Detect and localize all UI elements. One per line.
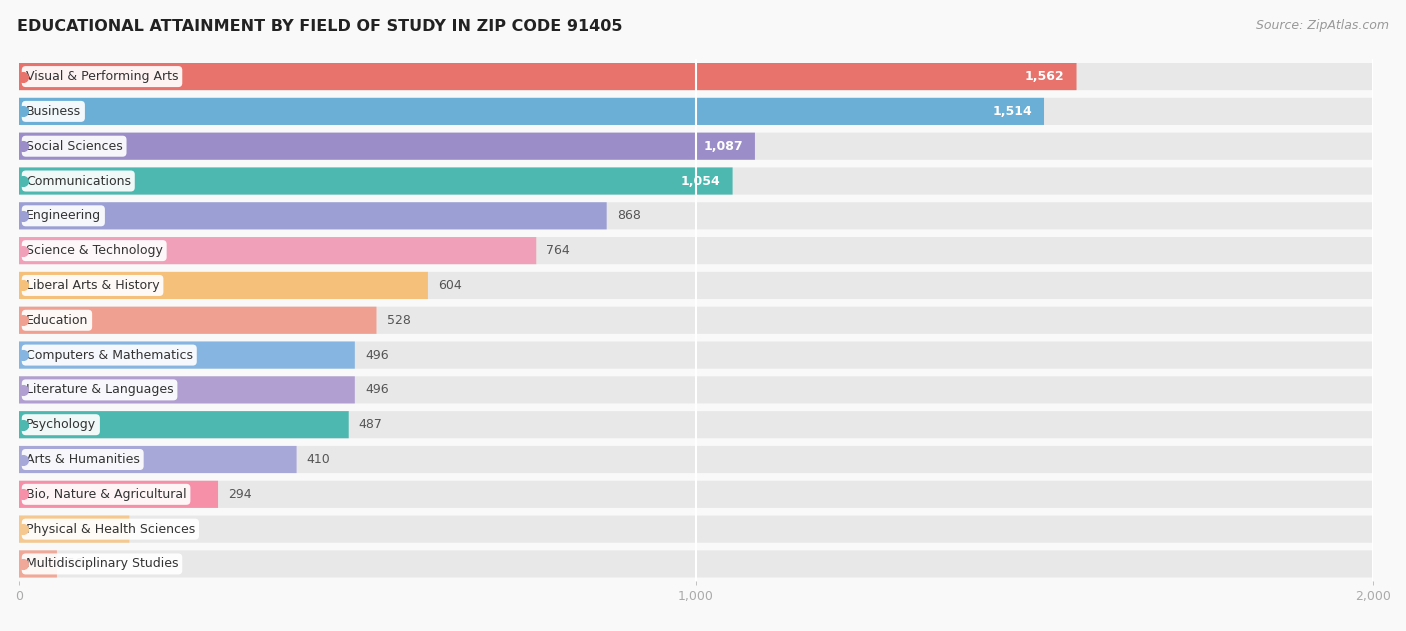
Text: EDUCATIONAL ATTAINMENT BY FIELD OF STUDY IN ZIP CODE 91405: EDUCATIONAL ATTAINMENT BY FIELD OF STUDY…: [17, 19, 623, 34]
Text: Liberal Arts & History: Liberal Arts & History: [25, 279, 159, 292]
FancyBboxPatch shape: [20, 550, 1374, 577]
Text: 56: 56: [67, 557, 83, 570]
Text: 496: 496: [366, 348, 388, 362]
Text: 1,562: 1,562: [1025, 70, 1064, 83]
FancyBboxPatch shape: [20, 481, 1374, 508]
FancyBboxPatch shape: [20, 167, 733, 194]
FancyBboxPatch shape: [20, 272, 427, 299]
Text: 410: 410: [307, 453, 330, 466]
FancyBboxPatch shape: [20, 376, 354, 403]
FancyBboxPatch shape: [20, 203, 1374, 230]
Text: 1,087: 1,087: [703, 139, 742, 153]
Text: Physical & Health Sciences: Physical & Health Sciences: [25, 522, 195, 536]
Text: Business: Business: [25, 105, 82, 118]
FancyBboxPatch shape: [20, 516, 1374, 543]
Text: 868: 868: [617, 209, 641, 222]
Text: Multidisciplinary Studies: Multidisciplinary Studies: [25, 557, 179, 570]
FancyBboxPatch shape: [20, 203, 606, 230]
Text: Education: Education: [25, 314, 89, 327]
FancyBboxPatch shape: [20, 481, 218, 508]
FancyBboxPatch shape: [20, 550, 56, 577]
Text: Psychology: Psychology: [25, 418, 96, 431]
Text: Engineering: Engineering: [25, 209, 101, 222]
Text: 1,514: 1,514: [993, 105, 1032, 118]
Text: Literature & Languages: Literature & Languages: [25, 384, 173, 396]
Text: Bio, Nature & Agricultural: Bio, Nature & Agricultural: [25, 488, 187, 501]
Text: 487: 487: [359, 418, 382, 431]
FancyBboxPatch shape: [20, 133, 755, 160]
Text: 496: 496: [366, 384, 388, 396]
FancyBboxPatch shape: [20, 411, 349, 439]
FancyBboxPatch shape: [20, 307, 1374, 334]
FancyBboxPatch shape: [20, 237, 536, 264]
FancyBboxPatch shape: [20, 446, 297, 473]
FancyBboxPatch shape: [20, 272, 1374, 299]
FancyBboxPatch shape: [20, 341, 1374, 369]
Text: Science & Technology: Science & Technology: [25, 244, 163, 257]
Text: Social Sciences: Social Sciences: [25, 139, 122, 153]
FancyBboxPatch shape: [20, 341, 354, 369]
Text: Computers & Mathematics: Computers & Mathematics: [25, 348, 193, 362]
FancyBboxPatch shape: [20, 98, 1045, 125]
FancyBboxPatch shape: [20, 63, 1374, 90]
FancyBboxPatch shape: [20, 411, 1374, 439]
Text: Source: ZipAtlas.com: Source: ZipAtlas.com: [1256, 19, 1389, 32]
Text: 1,054: 1,054: [681, 175, 720, 187]
Text: Visual & Performing Arts: Visual & Performing Arts: [25, 70, 179, 83]
Text: 294: 294: [228, 488, 252, 501]
FancyBboxPatch shape: [20, 237, 1374, 264]
FancyBboxPatch shape: [20, 98, 1374, 125]
FancyBboxPatch shape: [20, 307, 377, 334]
FancyBboxPatch shape: [20, 446, 1374, 473]
FancyBboxPatch shape: [20, 63, 1077, 90]
Text: Communications: Communications: [25, 175, 131, 187]
FancyBboxPatch shape: [20, 516, 129, 543]
Text: 604: 604: [439, 279, 461, 292]
FancyBboxPatch shape: [20, 167, 1374, 194]
FancyBboxPatch shape: [20, 133, 1374, 160]
Text: 163: 163: [139, 522, 163, 536]
Text: 528: 528: [387, 314, 411, 327]
Text: 764: 764: [547, 244, 571, 257]
Text: Arts & Humanities: Arts & Humanities: [25, 453, 139, 466]
FancyBboxPatch shape: [20, 376, 1374, 403]
